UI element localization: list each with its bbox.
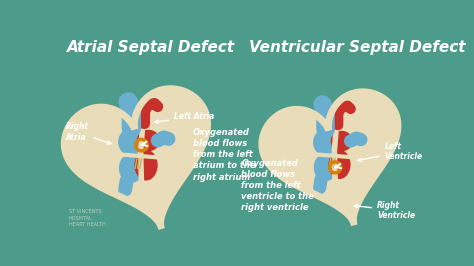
- Text: Atrial Septal Defect: Atrial Septal Defect: [67, 40, 235, 55]
- Text: Oxygenated
blood flows
from the left
atrium to the
right atrium: Oxygenated blood flows from the left atr…: [192, 128, 255, 182]
- Ellipse shape: [328, 150, 351, 179]
- Text: Oxygenated
blood flows
from the left
ventricle to the
right ventricle: Oxygenated blood flows from the left ven…: [241, 159, 314, 212]
- Ellipse shape: [137, 130, 160, 151]
- Ellipse shape: [314, 153, 337, 181]
- Text: Right
Atria: Right Atria: [65, 122, 111, 144]
- Ellipse shape: [313, 128, 341, 156]
- Ellipse shape: [331, 131, 353, 151]
- Ellipse shape: [119, 153, 144, 183]
- Text: ST VINCENTS
HOSPITAL
HEART HEALTH: ST VINCENTS HOSPITAL HEART HEALTH: [69, 209, 105, 227]
- Polygon shape: [262, 92, 398, 222]
- Text: Right
Ventricle: Right Ventricle: [354, 201, 415, 220]
- Text: Left
Ventricle: Left Ventricle: [358, 142, 423, 161]
- Ellipse shape: [135, 150, 158, 181]
- Text: Left Atria: Left Atria: [155, 112, 214, 123]
- Text: Ventricular Septal Defect: Ventricular Septal Defect: [249, 40, 465, 55]
- Polygon shape: [64, 89, 208, 226]
- Ellipse shape: [118, 127, 147, 157]
